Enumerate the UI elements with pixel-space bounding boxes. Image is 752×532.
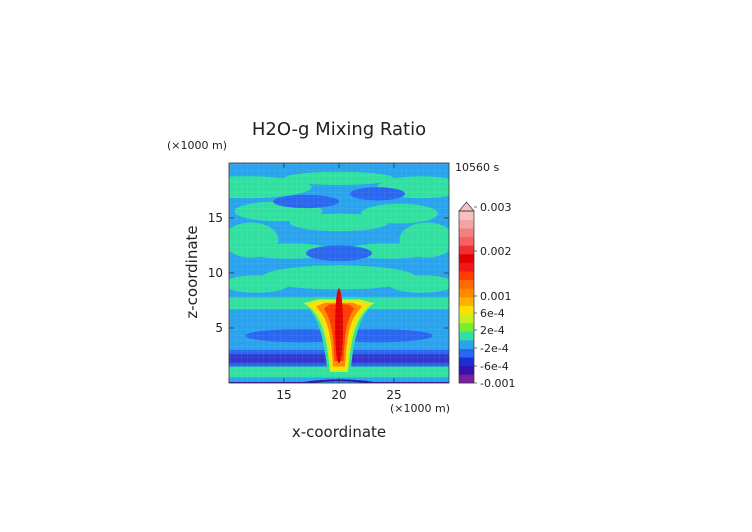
colorbar-swatch [459,340,474,349]
colorbar-swatch [459,254,474,263]
colorbar-swatch [459,211,474,220]
colorbar-extend-arrow [458,201,475,212]
colorbar-swatch [459,288,474,298]
x-tick-label: 25 [386,388,401,402]
colorbar-labels: 0.003 0.002 0.001 6e-4 2e-4 -2e-4 -6e-4 -0.001 [474,201,515,390]
chart-title: H2O-g Mixing Ratio [252,119,426,140]
colorbar-swatch [459,279,474,289]
x-ticks: 15 20 25 [276,163,402,402]
colorbar-swatch [459,365,474,375]
y-unit-label: (×1000 m) [167,139,227,152]
colorbar-swatch [459,314,474,324]
colorbar-swatch [459,374,474,384]
colorbar-frame [458,210,475,384]
x-tick-label: 15 [276,388,291,402]
colorbar-label: -0.001 [480,377,515,390]
x-unit-label: (×1000 m) [390,402,450,415]
colorbar-swatch [459,348,474,358]
colorbar-swatch [459,357,474,367]
colorbar-label: 6e-4 [480,307,505,320]
colorbar-swatch [459,262,474,272]
colorbar-swatch [459,305,474,315]
y-tick-label: 5 [215,321,223,335]
colorbar-swatch [459,228,474,238]
y-tick-label: 15 [208,211,223,225]
colorbar-swatch [459,236,474,246]
colorbar-label: 0.002 [480,245,512,258]
colorbar-swatch [459,271,474,281]
colorbar-swatch [459,245,474,255]
colorbar-swatch [459,219,474,229]
colorbar-label: 2e-4 [480,324,505,337]
colorbar-swatch [459,297,474,306]
field-grid [229,163,449,383]
colorbar-label: -2e-4 [480,342,509,355]
x-axis-label: x-coordinate [292,423,386,441]
y-tick-label: 10 [208,266,223,280]
y-axis-label: z-coordinate [183,225,201,318]
colorbar-swatch [459,322,474,332]
colorbar-swatch [459,331,474,341]
colorbar [458,201,475,384]
colorbar-label: 0.001 [480,290,512,303]
time-label: 10560 s [455,161,499,174]
colorbar-label: 0.003 [480,201,512,214]
x-tick-label: 20 [331,388,346,402]
y-ticks: 5 10 15 [208,211,449,335]
colorbar-label: -6e-4 [480,360,509,373]
